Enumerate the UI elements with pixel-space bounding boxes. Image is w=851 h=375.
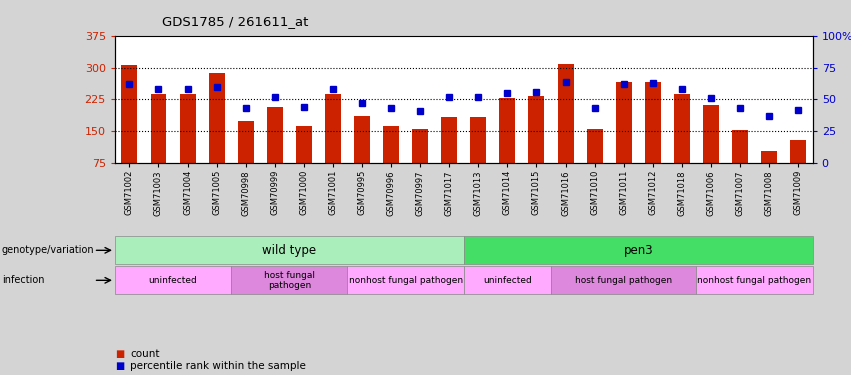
- Text: uninfected: uninfected: [483, 276, 532, 285]
- Bar: [528, 96, 545, 163]
- Bar: [151, 94, 167, 163]
- Text: genotype/variation: genotype/variation: [2, 245, 94, 255]
- Text: uninfected: uninfected: [149, 276, 197, 285]
- Bar: [616, 82, 631, 163]
- Bar: [703, 105, 719, 163]
- Text: wild type: wild type: [262, 244, 317, 257]
- Bar: [237, 121, 254, 163]
- Bar: [761, 151, 777, 163]
- Bar: [557, 64, 574, 163]
- Bar: [267, 106, 283, 163]
- Text: GDS1785 / 261611_at: GDS1785 / 261611_at: [162, 15, 308, 28]
- Bar: [383, 126, 399, 163]
- Bar: [471, 117, 486, 163]
- Text: host fungal pathogen: host fungal pathogen: [575, 276, 672, 285]
- Bar: [354, 116, 370, 163]
- Text: count: count: [130, 350, 160, 359]
- Bar: [645, 81, 660, 163]
- Bar: [442, 117, 457, 163]
- Text: nonhost fungal pathogen: nonhost fungal pathogen: [698, 276, 812, 285]
- Bar: [180, 94, 196, 163]
- Text: nonhost fungal pathogen: nonhost fungal pathogen: [349, 276, 463, 285]
- Text: pen3: pen3: [624, 244, 653, 257]
- Bar: [208, 73, 225, 163]
- Text: percentile rank within the sample: percentile rank within the sample: [130, 361, 306, 370]
- Bar: [296, 126, 311, 163]
- Text: infection: infection: [2, 275, 44, 285]
- Bar: [325, 94, 341, 163]
- Bar: [122, 64, 137, 163]
- Bar: [412, 129, 428, 163]
- Text: host fungal
pathogen: host fungal pathogen: [264, 271, 315, 290]
- Bar: [674, 94, 690, 163]
- Bar: [791, 140, 806, 163]
- Text: ■: ■: [115, 350, 124, 359]
- Text: ■: ■: [115, 361, 124, 370]
- Bar: [732, 130, 748, 163]
- Bar: [500, 98, 516, 163]
- Bar: [586, 129, 603, 163]
